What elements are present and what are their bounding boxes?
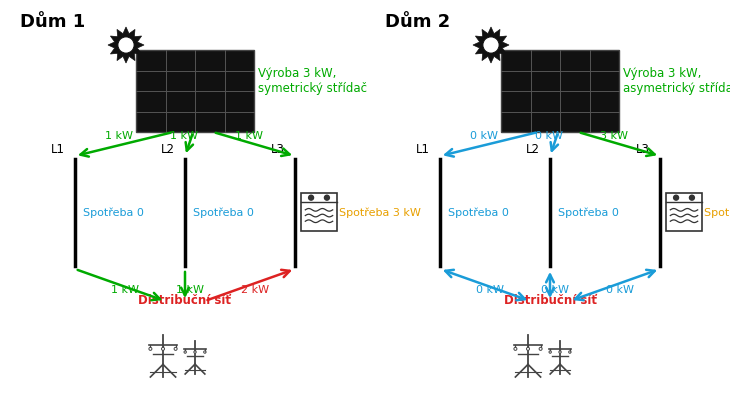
Circle shape: [194, 351, 196, 353]
Circle shape: [161, 347, 164, 350]
Circle shape: [514, 347, 517, 350]
Circle shape: [184, 351, 186, 353]
Circle shape: [526, 347, 529, 350]
Circle shape: [149, 347, 152, 350]
Text: 0 kW: 0 kW: [535, 131, 563, 141]
Circle shape: [483, 37, 499, 53]
Text: 1 kW: 1 kW: [170, 131, 198, 141]
Text: 0 kW: 0 kW: [541, 285, 569, 295]
Text: 1 kW: 1 kW: [176, 285, 204, 295]
Text: Dům 1: Dům 1: [20, 13, 85, 31]
Text: Spotřeba 0: Spotřeba 0: [193, 207, 254, 218]
Text: 2 kW: 2 kW: [241, 285, 269, 295]
Circle shape: [118, 37, 134, 53]
Circle shape: [674, 195, 679, 200]
Text: 0 kW: 0 kW: [606, 285, 634, 295]
Text: L2: L2: [526, 143, 540, 156]
Polygon shape: [108, 27, 144, 63]
Text: 0 kW: 0 kW: [470, 131, 498, 141]
Text: Výroba 3 kW,
symetrický střídač: Výroba 3 kW, symetrický střídač: [258, 67, 367, 95]
Text: Spotřeba 3 kW: Spotřeba 3 kW: [704, 207, 730, 218]
Circle shape: [569, 351, 571, 353]
Text: L3: L3: [636, 143, 650, 156]
Text: L2: L2: [161, 143, 175, 156]
Text: Spotřeba 3 kW: Spotřeba 3 kW: [339, 207, 421, 218]
Text: Výroba 3 kW,
asymetrický střídač: Výroba 3 kW, asymetrický střídač: [623, 67, 730, 95]
Text: 3 kW: 3 kW: [600, 131, 628, 141]
Circle shape: [539, 347, 542, 350]
Text: Distribuční síť: Distribuční síť: [504, 294, 596, 307]
Circle shape: [559, 351, 561, 353]
Text: 1 kW: 1 kW: [111, 285, 139, 295]
FancyBboxPatch shape: [301, 194, 337, 231]
Circle shape: [309, 195, 314, 200]
Text: Dům 2: Dům 2: [385, 13, 450, 31]
Text: 1 kW: 1 kW: [105, 131, 133, 141]
Text: 1 kW: 1 kW: [235, 131, 263, 141]
Text: 0 kW: 0 kW: [476, 285, 504, 295]
Circle shape: [689, 195, 694, 200]
Text: Spotřeba 0: Spotřeba 0: [448, 207, 509, 218]
Polygon shape: [136, 50, 254, 132]
Text: Spotřeba 0: Spotřeba 0: [83, 207, 144, 218]
Text: Distribuční síť: Distribuční síť: [139, 294, 231, 307]
Text: L3: L3: [271, 143, 285, 156]
Circle shape: [324, 195, 329, 200]
Circle shape: [174, 347, 177, 350]
Polygon shape: [501, 50, 619, 132]
Polygon shape: [473, 27, 509, 63]
Circle shape: [549, 351, 551, 353]
FancyBboxPatch shape: [666, 194, 702, 231]
Text: L1: L1: [51, 143, 65, 156]
Text: L1: L1: [416, 143, 430, 156]
Text: Spotřeba 0: Spotřeba 0: [558, 207, 619, 218]
Circle shape: [204, 351, 206, 353]
